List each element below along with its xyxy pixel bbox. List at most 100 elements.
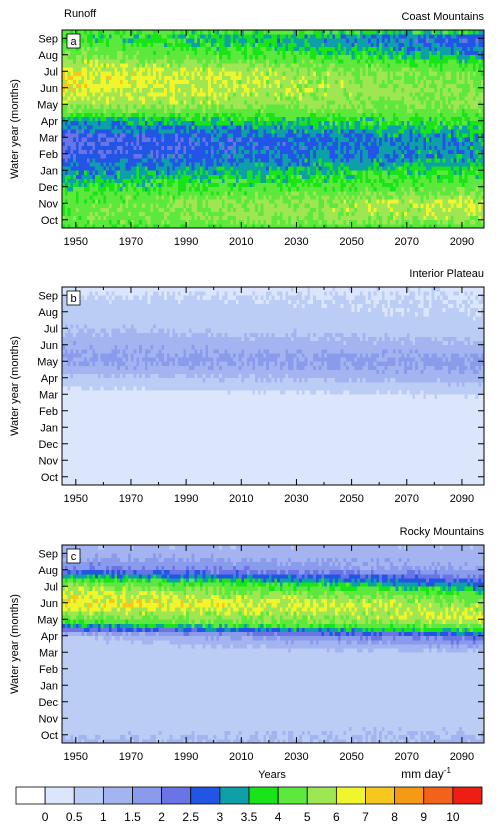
heatmap-cell	[255, 125, 258, 130]
heatmap-cell	[84, 108, 87, 113]
heatmap-cell	[272, 203, 275, 208]
heatmap-cell	[216, 203, 219, 208]
heatmap-cell	[219, 96, 222, 101]
heatmap-cell	[269, 63, 272, 68]
heatmap-cell	[291, 170, 294, 175]
heatmap-cell	[114, 113, 117, 118]
heatmap-cell	[164, 141, 167, 146]
heatmap-cell	[319, 220, 322, 225]
heatmap-cell	[170, 104, 173, 109]
heatmap-cell	[330, 51, 333, 56]
heatmap-cell	[307, 71, 310, 76]
heatmap-cell	[316, 141, 319, 146]
heatmap-cell	[103, 104, 106, 109]
heatmap-cell	[239, 154, 242, 159]
heatmap-cell	[283, 59, 286, 64]
heatmap-cell	[186, 129, 189, 134]
heatmap-cell	[79, 216, 82, 221]
heatmap-cell	[167, 71, 170, 76]
heatmap-cell	[250, 150, 253, 155]
heatmap-cell	[128, 55, 131, 60]
heatmap-cell	[244, 55, 247, 60]
heatmap-cell	[236, 174, 239, 179]
heatmap-cell	[288, 150, 291, 155]
heatmap-cell	[81, 96, 84, 101]
heatmap-cell	[131, 96, 134, 101]
heatmap-cell	[178, 100, 181, 105]
heatmap-cell	[181, 75, 184, 80]
heatmap-cell	[341, 133, 344, 138]
heatmap-cell	[167, 212, 170, 217]
heatmap-cell	[117, 30, 120, 35]
heatmap-cell	[272, 170, 275, 175]
heatmap-cell	[114, 150, 117, 155]
heatmap-cell	[310, 170, 313, 175]
heatmap-cell	[255, 67, 258, 72]
heatmap-cell	[321, 207, 324, 212]
heatmap-cell	[117, 96, 120, 101]
heatmap-cell	[192, 84, 195, 89]
heatmap-cell	[230, 125, 233, 130]
heatmap-cell	[153, 162, 156, 167]
heatmap-cell	[70, 179, 73, 184]
heatmap-cell	[269, 216, 272, 221]
heatmap-cell	[109, 51, 112, 56]
heatmap-cell	[200, 150, 203, 155]
heatmap-cell	[139, 42, 142, 47]
heatmap-cell	[296, 150, 299, 155]
heatmap-cell	[123, 108, 126, 113]
heatmap-cell	[288, 67, 291, 72]
heatmap-cell	[90, 80, 93, 85]
heatmap-cell	[341, 34, 344, 39]
heatmap-cell	[194, 121, 197, 126]
heatmap-cell	[175, 166, 178, 171]
heatmap-cell	[120, 154, 123, 159]
heatmap-cell	[252, 47, 255, 52]
heatmap-cell	[79, 191, 82, 196]
heatmap-cell	[68, 203, 71, 208]
heatmap-cell	[225, 51, 228, 56]
heatmap-cell	[330, 133, 333, 138]
heatmap-cell	[343, 42, 346, 47]
heatmap-cell	[341, 166, 344, 171]
heatmap-cell	[134, 59, 137, 64]
heatmap-cell	[313, 195, 316, 200]
heatmap-cell	[189, 67, 192, 72]
heatmap-cell	[139, 199, 142, 204]
heatmap-cell	[258, 133, 261, 138]
heatmap-cell	[81, 55, 84, 60]
heatmap-cell	[305, 34, 308, 39]
heatmap-cell	[319, 146, 322, 151]
heatmap-cell	[291, 84, 294, 89]
heatmap-cell	[299, 75, 302, 80]
heatmap-cell	[236, 170, 239, 175]
heatmap-cell	[255, 137, 258, 142]
heatmap-cell	[103, 154, 106, 159]
heatmap-cell	[123, 158, 126, 163]
heatmap-cell	[145, 80, 148, 85]
heatmap-cell	[181, 179, 184, 184]
heatmap-cell	[161, 195, 164, 200]
heatmap-cell	[81, 30, 84, 35]
heatmap-cell	[153, 207, 156, 212]
heatmap-cell	[277, 170, 280, 175]
heatmap-cell	[189, 212, 192, 217]
heatmap-cell	[294, 129, 297, 134]
heatmap-cell	[250, 38, 253, 43]
heatmap-cell	[95, 59, 98, 64]
heatmap-cell	[186, 113, 189, 118]
heatmap-cell	[225, 220, 228, 225]
heatmap-cell	[156, 137, 159, 142]
heatmap-cell	[109, 88, 112, 93]
heatmap-cell	[120, 133, 123, 138]
heatmap-cell	[230, 117, 233, 122]
heatmap-cell	[175, 55, 178, 60]
heatmap-cell	[299, 187, 302, 192]
heatmap-cell	[73, 80, 76, 85]
heatmap-cell	[241, 100, 244, 105]
heatmap-cell	[109, 108, 112, 113]
heatmap-cell	[338, 75, 341, 80]
heatmap-cell	[216, 129, 219, 134]
heatmap-cell	[68, 88, 71, 93]
heatmap-cell	[236, 84, 239, 89]
